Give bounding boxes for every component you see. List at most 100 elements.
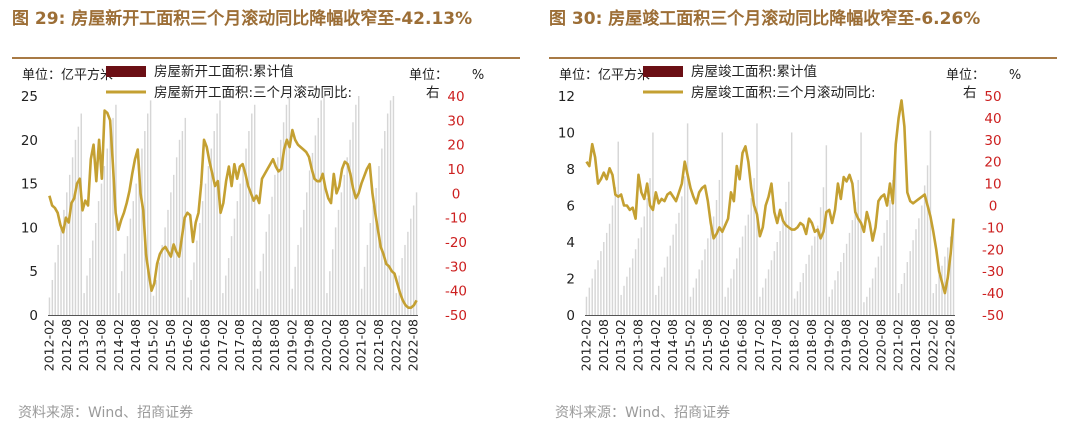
bar <box>86 275 88 315</box>
bar <box>767 269 770 316</box>
bar <box>190 279 192 315</box>
bar <box>271 196 273 315</box>
bar <box>230 236 233 315</box>
x-tick-label: 2018-02 <box>787 319 802 371</box>
legend-swatch-bar <box>106 66 146 77</box>
x-tick: 2013-08 <box>630 319 645 371</box>
bar <box>147 113 149 315</box>
x-tick-label: 2019-08 <box>839 319 854 371</box>
bar <box>274 174 276 315</box>
bar <box>660 276 663 315</box>
bar <box>395 293 398 315</box>
bar <box>915 229 917 315</box>
bar <box>900 283 903 315</box>
bar <box>412 205 415 315</box>
bar <box>332 249 334 315</box>
bar <box>793 298 796 315</box>
x-tick: 2015-02 <box>146 319 161 371</box>
bar <box>903 273 906 315</box>
right-tick-label: 20 <box>447 138 464 154</box>
bar <box>253 104 256 315</box>
bar <box>892 179 894 315</box>
bar <box>279 139 282 315</box>
right-tick-label: 10 <box>984 177 1001 193</box>
bar <box>918 218 920 315</box>
x-tick: 2012-02 <box>578 319 593 371</box>
left-tick-label: 25 <box>21 89 38 105</box>
x-tick-label: 2021-02 <box>891 319 906 371</box>
bar <box>251 113 253 315</box>
x-tick-label: 2016-02 <box>180 319 195 371</box>
bar <box>66 192 68 315</box>
bar <box>718 179 721 315</box>
title-divider <box>549 57 1057 59</box>
x-tick: 2020-08 <box>873 319 888 371</box>
right-tick-label: -50 <box>445 308 467 324</box>
bar <box>819 207 822 315</box>
x-tick: 2017-02 <box>752 319 767 371</box>
legend-label-bar: 房屋竣工面积:累计值 <box>691 64 817 80</box>
x-tick: 2022-08 <box>943 319 958 371</box>
bar <box>603 242 605 315</box>
x-tick-label: 2013-08 <box>93 319 108 371</box>
bar <box>398 275 400 315</box>
bar <box>727 287 729 316</box>
right-unit-symbol: % <box>1009 68 1021 83</box>
x-tick-label: 2022-02 <box>925 319 940 371</box>
bar <box>837 271 839 315</box>
bar <box>233 218 236 315</box>
bar <box>799 282 802 315</box>
bar <box>404 244 406 315</box>
bar <box>663 267 666 315</box>
bar <box>790 132 793 315</box>
x-tick-label: 2016-02 <box>717 319 732 371</box>
x-tick: 2016-02 <box>180 319 195 371</box>
bar <box>201 201 204 315</box>
bar <box>392 96 395 315</box>
chart-panel-new-starts: 图 29: 房屋新开工面积三个月滚动同比降幅收窄至-42.13% 单位：亿平方米… <box>8 0 528 427</box>
bar <box>657 285 660 315</box>
bar <box>164 227 166 315</box>
x-tick-label: 2017-02 <box>752 319 767 371</box>
x-tick: 2019-08 <box>839 319 854 371</box>
right-tick-label: 20 <box>984 155 1001 171</box>
bar <box>92 240 94 315</box>
bar <box>808 254 810 315</box>
bar <box>167 209 169 315</box>
bar <box>384 131 386 315</box>
bar <box>626 276 628 315</box>
right-tick-label: 40 <box>984 111 1001 127</box>
bar <box>311 152 314 315</box>
bar <box>135 183 137 315</box>
bar <box>300 227 302 315</box>
bar <box>236 201 239 315</box>
bar <box>744 225 747 315</box>
bar <box>666 256 669 315</box>
x-tick-label: 2013-08 <box>630 319 645 371</box>
bar <box>106 148 108 315</box>
x-tick: 2015-02 <box>683 319 698 371</box>
x-tick-label: 2012-08 <box>59 319 74 371</box>
right-tick-label: 0 <box>989 199 998 215</box>
bar <box>738 247 741 315</box>
bar <box>262 253 265 315</box>
x-tick: 2017-08 <box>769 319 784 371</box>
bar <box>646 198 648 315</box>
bar <box>782 220 784 315</box>
x-tick: 2015-08 <box>700 319 715 371</box>
bar <box>949 236 952 315</box>
bar <box>932 293 935 315</box>
bar <box>282 122 285 315</box>
right-tick-label: 30 <box>984 133 1001 149</box>
bar <box>600 251 602 316</box>
bar <box>71 157 74 315</box>
bar <box>851 220 854 315</box>
bar <box>776 242 778 315</box>
bar <box>863 302 865 315</box>
bar <box>750 198 752 315</box>
bar <box>51 279 54 315</box>
bar <box>805 263 807 315</box>
left-unit-label: 单位：亿平方米 <box>22 67 113 83</box>
bar <box>303 209 305 315</box>
source-note: 资料来源：Wind、招商证券 <box>18 405 194 421</box>
